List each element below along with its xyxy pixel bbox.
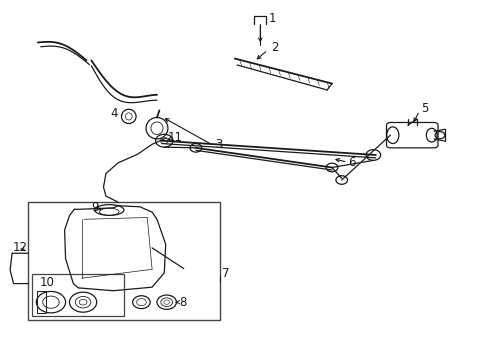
Text: 6: 6: [347, 156, 354, 169]
Text: 11: 11: [167, 131, 183, 144]
Text: 9: 9: [91, 201, 98, 214]
Bar: [28, 202, 220, 320]
Text: 7: 7: [222, 267, 229, 280]
Bar: [31, 274, 123, 316]
Text: 10: 10: [40, 276, 55, 289]
Text: 3: 3: [215, 138, 223, 151]
Text: 8: 8: [179, 296, 186, 309]
Text: 4: 4: [110, 107, 118, 120]
Text: 12: 12: [12, 241, 27, 255]
Text: 2: 2: [270, 41, 278, 54]
Text: 1: 1: [268, 12, 276, 25]
Text: 5: 5: [420, 102, 427, 115]
